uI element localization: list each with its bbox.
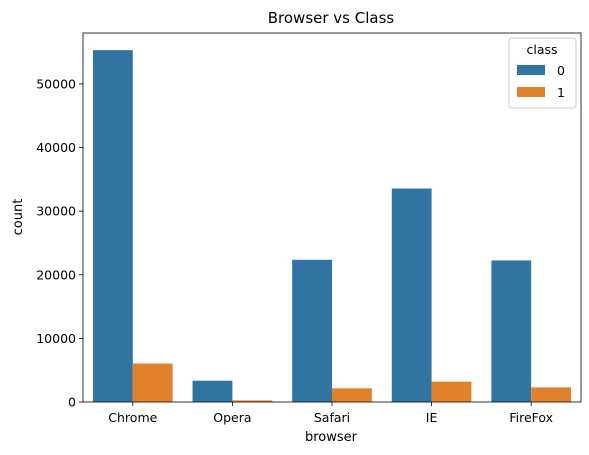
y-tick-label: 20000 — [36, 267, 76, 282]
x-axis-label: browser — [305, 430, 358, 445]
bar-chrome-class-1 — [132, 363, 173, 402]
y-tick-label: 0 — [68, 395, 76, 410]
bar-ie-class-0 — [391, 188, 432, 402]
bar-safari-class-1 — [332, 388, 372, 402]
legend-swatch-0 — [517, 65, 545, 75]
legend: class 0 1 — [508, 37, 577, 109]
legend-label-1: 1 — [557, 85, 565, 100]
x-axis-ticks: Chrome Opera Safari IE FireFox — [108, 402, 553, 425]
bar-ie-class-1 — [431, 381, 472, 402]
x-tick-label-ie: IE — [426, 410, 438, 425]
y-axis-ticks: 0 10000 20000 30000 40000 50000 — [36, 76, 83, 410]
legend-title: class — [526, 42, 557, 57]
y-tick-label: 30000 — [36, 204, 76, 219]
y-tick-label: 50000 — [36, 76, 76, 91]
y-tick-label: 10000 — [36, 331, 76, 346]
x-tick-label-firefox: FireFox — [509, 410, 553, 425]
bar-chrome-class-0 — [92, 50, 133, 403]
legend-swatch-1 — [517, 87, 545, 97]
bar-firefox-class-0 — [491, 260, 532, 402]
plot-frame — [82, 32, 582, 403]
y-tick-label: 40000 — [36, 140, 76, 155]
bar-safari-class-0 — [292, 259, 332, 402]
legend-label-0: 0 — [557, 63, 565, 78]
bar-opera-class-0 — [192, 380, 233, 402]
x-tick-label-safari: Safari — [314, 410, 350, 425]
bar-firefox-class-1 — [531, 387, 572, 402]
bars-layer — [92, 50, 572, 403]
y-axis-label: count — [11, 199, 26, 236]
chart-title: Browser vs Class — [268, 9, 395, 27]
x-tick-label-opera: Opera — [213, 410, 251, 425]
bar-opera-class-1 — [232, 400, 273, 402]
x-tick-label-chrome: Chrome — [108, 410, 157, 425]
